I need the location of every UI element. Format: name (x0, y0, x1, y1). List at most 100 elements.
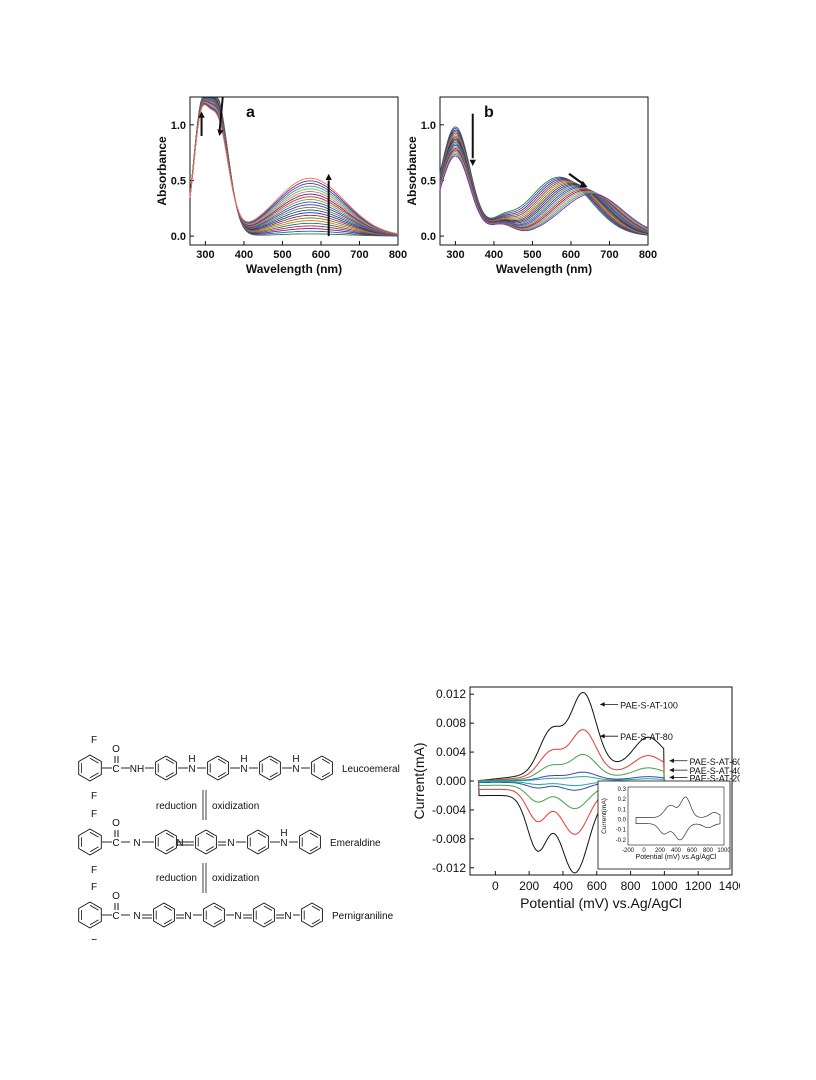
ring-double-bond (213, 919, 222, 925)
x-tick-label: 600 (312, 249, 330, 261)
y-tick-label: 0.0 (421, 231, 436, 243)
y-tick-label: 0.5 (171, 175, 186, 187)
imine-nitrogen: N (184, 911, 191, 922)
x-tick-label: 300 (446, 249, 464, 261)
ring-double-bond (263, 919, 272, 925)
x-tick-label: 800 (639, 249, 657, 261)
x-tick-label: 400 (485, 249, 503, 261)
y-tick-label: 1.0 (421, 120, 436, 132)
cv-chart: 0200400600800100012001400-0.012-0.008-0.… (410, 675, 746, 920)
ring-double-bond (263, 905, 272, 911)
x-tick-label: 800 (621, 879, 641, 893)
ring-double-bond (163, 919, 172, 925)
cv-chart-svg: 0200400600800100012001400-0.012-0.008-0.… (411, 686, 746, 911)
ring-double-bond (205, 832, 214, 838)
leader-arrow (669, 767, 674, 773)
ring-double-bond (165, 758, 174, 764)
ring-double-bond (269, 772, 278, 778)
amine-nitrogen: N (240, 764, 247, 775)
y-tick-label: -0.004 (432, 803, 466, 817)
uv-chart-a: 300 400 500 600 700 800 0.0 0.5 1.0 Wavelength (n… (150, 85, 410, 290)
uv-chart-b: 300 400 500 600 700 800 0.0 0.5 1.0 Wavelength (n… (400, 85, 660, 290)
fluorine-atom: F (91, 865, 97, 876)
ring-double-bond (257, 846, 266, 852)
amine-hydrogen: H (240, 754, 247, 765)
inset-y-label: Current(mA) (601, 798, 608, 834)
fluorine-atom: F (91, 791, 97, 802)
inset-x-tick-label: 400 (671, 848, 682, 854)
oxidization-label: oxidization (212, 873, 259, 884)
polyaniline-scheme: FFCONHNHNHNHLeucoemeraldinereductionoxid… (60, 735, 419, 949)
inset-frame (597, 780, 731, 870)
reduction-label: reduction (156, 801, 197, 812)
fluorine-atom: F (91, 882, 97, 893)
inset-y-tick-label: -0.1 (616, 828, 627, 834)
x-tick-label: 800 (389, 249, 407, 261)
ring-double-bond (217, 772, 226, 778)
x-tick-label: 400 (235, 249, 253, 261)
ring-double-bond (89, 904, 99, 911)
panel-label: a (246, 104, 255, 121)
ring-double-bond (205, 846, 214, 852)
x-tick-label: 1000 (651, 879, 678, 893)
oxidization-label: oxidization (212, 801, 259, 812)
inset-x-tick-label: 800 (703, 848, 714, 854)
oxygen-atom: O (112, 891, 120, 902)
panel-label: b (484, 104, 494, 121)
x-tick-label: 400 (553, 879, 573, 893)
y-tick-label: 0.008 (436, 716, 466, 730)
arrow-head (579, 180, 588, 188)
amide-nitrogen: N (133, 911, 140, 922)
leader-arrow (600, 702, 605, 707)
ring-double-bond (321, 772, 330, 778)
carbon-atom: C (112, 838, 119, 849)
amine-nitrogen: N (292, 764, 299, 775)
fluorine-atom: F (91, 735, 97, 746)
x-axis-label: Wavelength (nm) (496, 262, 592, 276)
x-tick-label: 700 (350, 249, 368, 261)
ring-double-bond (89, 772, 99, 779)
ring-double-bond (213, 905, 222, 911)
fluorine-atom: F (91, 809, 97, 820)
imine-nitrogen: N (176, 838, 183, 849)
leader-arrow (669, 775, 674, 780)
y-axis-label: Absorbance (155, 136, 169, 206)
series-label: PAE-S-AT-40 (689, 766, 740, 776)
inset-x-label: Potential (mV) vs.Ag/AgCl (636, 854, 717, 861)
y-tick-label: 0.0 (171, 231, 186, 243)
series-label: PAE-S-AT-60 (689, 757, 740, 767)
inset-curve (635, 796, 721, 841)
spectrum-curve (439, 155, 649, 232)
inset-y-tick-label: 0.3 (618, 787, 627, 793)
x-axis-label: Potential (mV) vs.Ag/AgCl (520, 895, 682, 911)
x-tick-label: 500 (523, 249, 541, 261)
imine-nitrogen: N (234, 911, 241, 922)
ring-double-bond (165, 772, 174, 778)
form-name-leucoemeraldine: Leucoemeraldine (342, 764, 400, 775)
inset-y-tick-label: 0.1 (618, 807, 627, 813)
plot-frame (189, 96, 399, 246)
ring-double-bond (269, 758, 278, 764)
y-tick-label: 0.012 (436, 687, 466, 701)
imine-nitrogen: N (284, 911, 291, 922)
benzene-ring (207, 755, 229, 781)
benzene-ring (259, 755, 281, 781)
inset-x-tick-label: 1000 (717, 848, 731, 854)
ring-double-bond (309, 832, 318, 838)
y-tick-label: 0.5 (421, 175, 436, 187)
form-name-pernigraniline: Pernigraniline (332, 911, 394, 922)
uv-chart-a-svg: 300 400 500 600 700 800 0.0 0.5 1.0 Wavelength (n… (155, 96, 407, 276)
x-tick-label: 1400 (719, 879, 740, 893)
x-tick-label: 300 (196, 249, 214, 261)
y-tick-label: -0.012 (432, 861, 466, 875)
y-tick-label: -0.008 (432, 832, 466, 846)
spectrum-curve (189, 104, 399, 235)
plot-frame (439, 96, 649, 246)
quinoid-ring (153, 902, 175, 928)
amine-nitrogen: N (188, 764, 195, 775)
benzene-ring (299, 829, 321, 855)
imine-nitrogen: N (227, 838, 234, 849)
series-label: PAE-S-AT-100 (620, 700, 678, 710)
reduction-label: reduction (156, 873, 197, 884)
carbon-atom: C (112, 911, 119, 922)
